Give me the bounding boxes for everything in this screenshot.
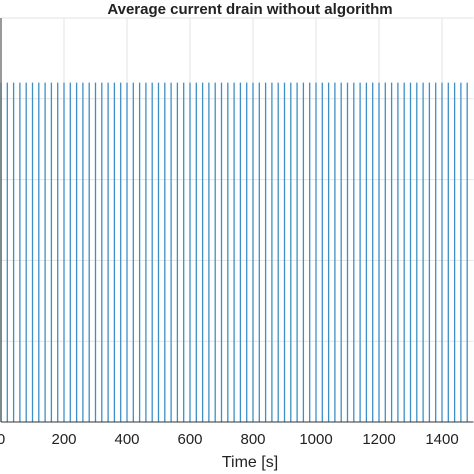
x-tick-label: 600 bbox=[177, 431, 202, 448]
x-tick-label: 1200 bbox=[362, 431, 395, 448]
x-tick-label: 400 bbox=[114, 431, 139, 448]
chart-title: Average current drain without algorithm bbox=[107, 1, 392, 18]
x-axis-label: Time [s] bbox=[222, 454, 278, 471]
x-tick-label: 1400 bbox=[425, 431, 458, 448]
x-tick-label: 0 bbox=[0, 431, 5, 448]
x-tick-label: 1000 bbox=[299, 431, 332, 448]
x-tick-label: 800 bbox=[240, 431, 265, 448]
x-tick-label: 200 bbox=[51, 431, 76, 448]
